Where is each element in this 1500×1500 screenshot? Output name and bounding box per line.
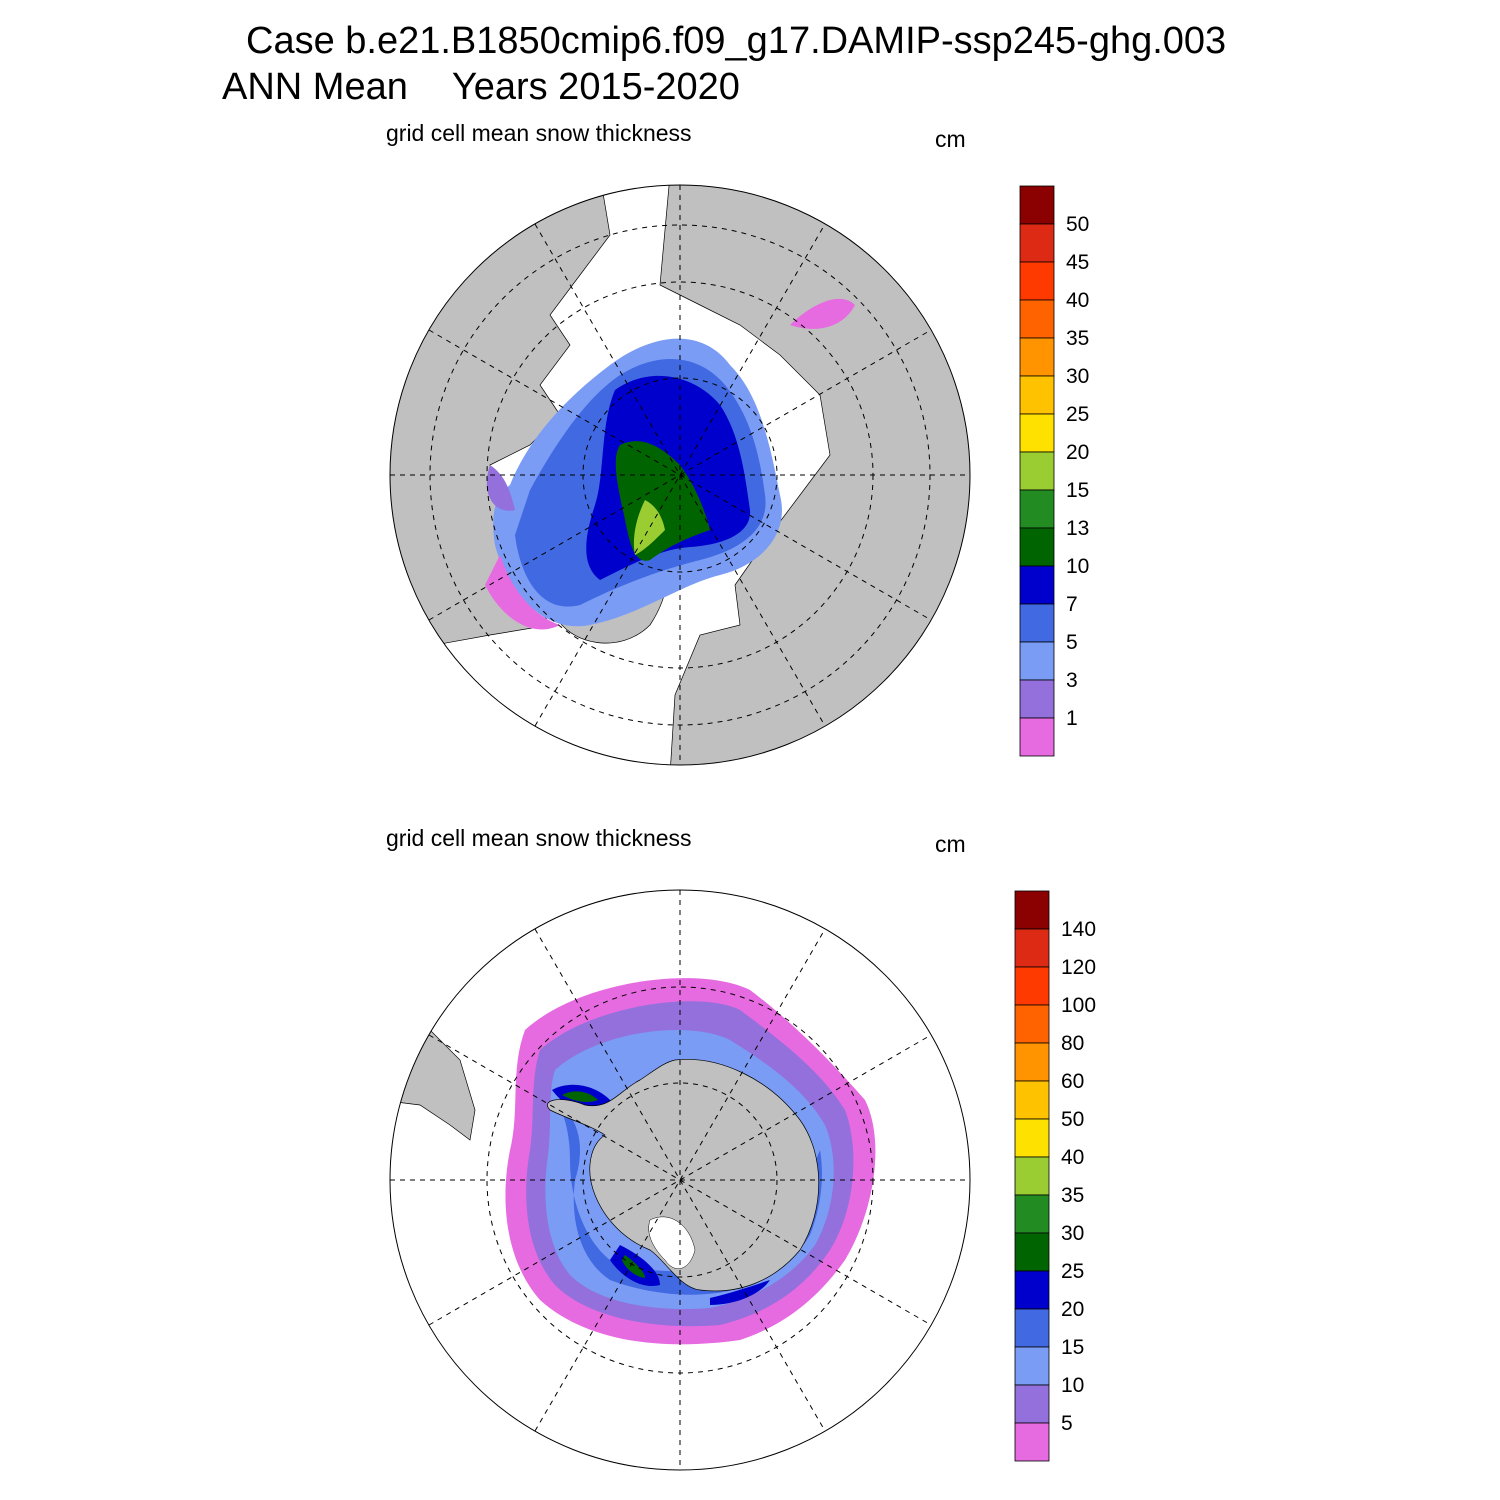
colorbar-swatch xyxy=(1014,928,1050,968)
north-variable-title: grid cell mean snow thickness xyxy=(386,120,692,146)
years-label: Years 2015-2020 xyxy=(451,66,740,108)
colorbar-swatch xyxy=(1019,489,1055,529)
south-map-border xyxy=(389,889,971,1471)
colorbar-tick-label: 35 xyxy=(1066,327,1089,350)
colorbar-tick-label: 10 xyxy=(1066,555,1089,578)
south-colorbar: 140 120 100 80 60 50 40 35 30 25 20 15 10 5 xyxy=(1014,890,1096,1462)
colorbar-swatch xyxy=(1014,1042,1050,1082)
north-units-label: cm xyxy=(935,126,966,152)
case-title: Case b.e21.B1850cmip6.f09_g17.DAMIP-ssp2… xyxy=(246,20,1227,62)
colorbar-tick-label: 30 xyxy=(1066,365,1089,388)
north-snow-fringe-2 xyxy=(485,555,560,630)
north-graticule xyxy=(390,185,970,765)
colorbar-tick-label: 50 xyxy=(1066,213,1089,236)
colorbar-swatch xyxy=(1014,1194,1050,1234)
colorbar-swatch xyxy=(1014,1346,1050,1386)
colorbar-tick-label: 35 xyxy=(1061,1184,1084,1207)
colorbar-tick-label: 5 xyxy=(1066,631,1078,654)
colorbar-swatch xyxy=(1014,1156,1050,1196)
colorbar-tick-label: 3 xyxy=(1066,669,1078,692)
colorbar-swatch xyxy=(1014,890,1050,930)
period-title: ANN Mean Years 2015-2020 xyxy=(222,66,740,109)
colorbar-swatch xyxy=(1014,1384,1050,1424)
colorbar-swatch xyxy=(1019,679,1055,719)
colorbar-tick-label: 25 xyxy=(1066,403,1089,426)
colorbar-swatch xyxy=(1019,603,1055,643)
colorbar-tick-label: 15 xyxy=(1061,1336,1084,1359)
south-units-label: cm xyxy=(935,831,966,857)
colorbar-tick-label: 7 xyxy=(1066,593,1078,616)
south-polar-map xyxy=(389,889,971,1471)
colorbar-swatch xyxy=(1019,641,1055,681)
colorbar-swatch xyxy=(1014,1004,1050,1044)
mean-label: ANN Mean xyxy=(222,66,408,108)
colorbar-swatch xyxy=(1019,337,1055,377)
colorbar-tick-label: 80 xyxy=(1061,1032,1084,1055)
colorbar-swatch xyxy=(1019,223,1055,263)
colorbar-swatch xyxy=(1019,261,1055,301)
south-ice-shelf-ross xyxy=(648,1216,696,1269)
colorbar-tick-label: 25 xyxy=(1061,1260,1084,1283)
south-graticule xyxy=(390,890,970,1470)
colorbar-tick-label: 15 xyxy=(1066,479,1089,502)
colorbar-tick-label: 20 xyxy=(1066,441,1089,464)
colorbar-tick-label: 40 xyxy=(1066,289,1089,312)
colorbar-swatch xyxy=(1014,1422,1050,1462)
south-snow-25-30 xyxy=(562,1091,598,1103)
colorbar-tick-label: 13 xyxy=(1066,517,1089,540)
south-land-antarctica xyxy=(547,1059,819,1292)
colorbar-tick-label: 1 xyxy=(1066,707,1078,730)
colorbar-swatch xyxy=(1019,185,1055,225)
colorbar-tick-label: 60 xyxy=(1061,1070,1084,1093)
colorbar-swatch xyxy=(1019,451,1055,491)
north-polar-map xyxy=(389,184,971,766)
colorbar-tick-label: 120 xyxy=(1061,956,1096,979)
colorbar-swatch xyxy=(1019,717,1055,757)
colorbar-tick-label: 140 xyxy=(1061,918,1096,941)
colorbar-swatch xyxy=(1014,1232,1050,1272)
colorbar-swatch xyxy=(1014,1080,1050,1120)
colorbar-tick-label: 50 xyxy=(1061,1108,1084,1131)
south-snow-20-25-c xyxy=(710,1280,770,1305)
colorbar-swatch xyxy=(1014,1308,1050,1348)
colorbar-tick-label: 100 xyxy=(1061,994,1096,1017)
north-colorbar: 50 45 40 35 30 25 20 15 13 10 7 5 3 1 xyxy=(1019,185,1089,757)
colorbar-tick-label: 5 xyxy=(1061,1412,1073,1435)
north-map-border xyxy=(389,184,971,766)
colorbar-tick-label: 20 xyxy=(1061,1298,1084,1321)
colorbar-swatch xyxy=(1019,375,1055,415)
colorbar-tick-label: 40 xyxy=(1061,1146,1084,1169)
south-variable-title: grid cell mean snow thickness xyxy=(386,825,692,851)
north-snow-fringe-1 xyxy=(790,298,855,329)
colorbar-tick-label: 10 xyxy=(1061,1374,1084,1397)
colorbar-swatch xyxy=(1014,966,1050,1006)
north-snow-fringe-3 xyxy=(486,465,515,511)
colorbar-swatch xyxy=(1019,565,1055,605)
south-snow-25-30-b xyxy=(622,1255,645,1278)
colorbar-tick-label: 30 xyxy=(1061,1222,1084,1245)
colorbar-swatch xyxy=(1014,1118,1050,1158)
colorbar-swatch xyxy=(1019,527,1055,567)
colorbar-swatch xyxy=(1019,413,1055,453)
colorbar-swatch xyxy=(1019,299,1055,339)
colorbar-tick-label: 45 xyxy=(1066,251,1089,274)
colorbar-swatch xyxy=(1014,1270,1050,1310)
